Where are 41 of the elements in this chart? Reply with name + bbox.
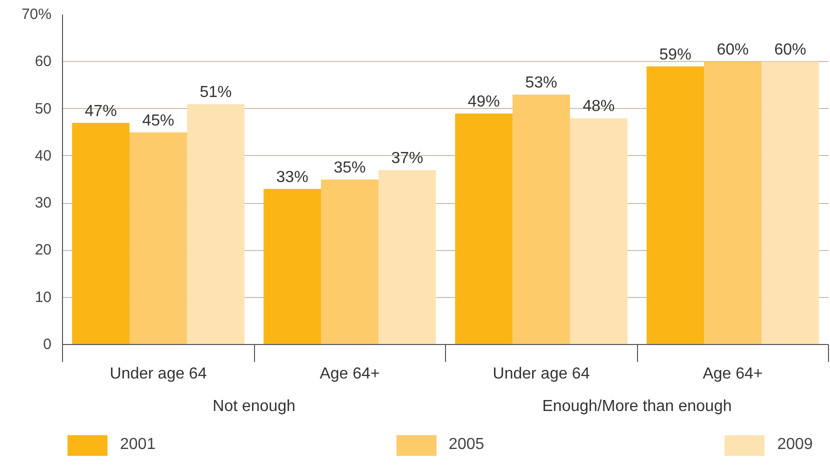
data-label: 47% — [84, 102, 117, 120]
y-tick-label: 30 — [34, 194, 52, 212]
data-label: 35% — [334, 160, 366, 176]
bar — [186, 104, 244, 344]
data-label: 48% — [582, 98, 615, 116]
data-label: 49% — [468, 94, 500, 110]
bar — [455, 114, 513, 344]
data-label: 37% — [391, 150, 424, 168]
legend-label: 2001 — [120, 436, 156, 454]
text: Not enough — [212, 398, 296, 415]
data-label: 60% — [774, 42, 806, 59]
bar — [378, 170, 436, 344]
y-tick-label: 10 — [34, 288, 52, 306]
bar — [72, 122, 130, 344]
text: Enough/More than enough — [542, 398, 732, 415]
bar — [512, 94, 570, 344]
x-tick-label: Age 64+ — [702, 365, 763, 382]
bar — [646, 66, 704, 344]
bar — [704, 62, 762, 344]
y-tick-label: 60 — [34, 53, 52, 70]
data-label: 45% — [142, 112, 174, 130]
bar — [570, 118, 628, 344]
x-tick-label: Under age 64 — [492, 365, 590, 382]
y-tick-label: 70% — [21, 6, 52, 23]
bar — [130, 132, 187, 344]
y-tick-label: 50 — [34, 100, 52, 118]
data-label: 33% — [276, 168, 308, 186]
bar — [761, 62, 819, 344]
data-label: 60% — [716, 42, 749, 59]
legend-label: 2005 — [448, 436, 484, 454]
y-tick-label: 20 — [34, 242, 52, 259]
bar — [264, 188, 322, 344]
y-tick-label: 0 — [43, 336, 52, 353]
data-label: 59% — [659, 46, 692, 64]
legend-label: 2009 — [777, 436, 813, 454]
bar — [321, 180, 378, 344]
y-tick-label: 40 — [34, 147, 52, 164]
x-tick-label: Age 64+ — [320, 365, 380, 382]
data-label: 51% — [200, 84, 232, 102]
data-label: 53% — [525, 74, 558, 92]
x-tick-label: Under age 64 — [110, 365, 207, 382]
